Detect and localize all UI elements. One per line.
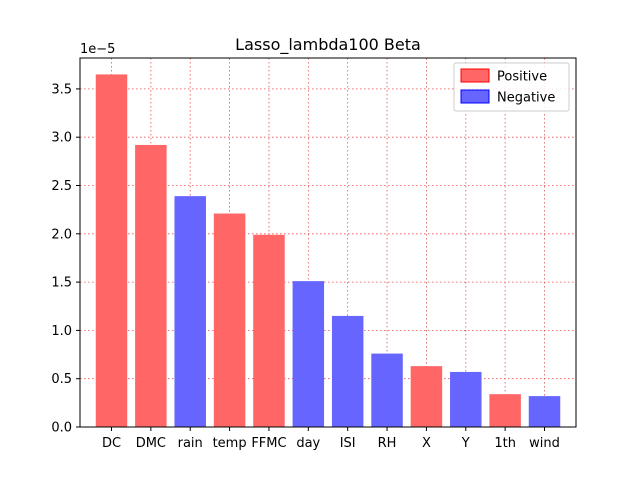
x-tick-label-y: Y — [461, 436, 470, 451]
chart-title: Lasso_lambda100 Beta — [235, 35, 421, 55]
bar-rh — [371, 353, 403, 427]
legend-swatch-negative — [460, 89, 490, 104]
bars-group — [95, 74, 561, 428]
y-tick-label: 0.0 — [51, 421, 72, 436]
bar-1th — [489, 394, 521, 427]
y-tick-label: 1.5 — [51, 276, 72, 291]
y-tick-label: 3.5 — [51, 82, 72, 97]
legend-swatch-positive — [460, 68, 490, 83]
axes — [79, 57, 577, 428]
bar-day — [292, 281, 325, 427]
x-tick-label-rain: rain — [178, 436, 203, 451]
axes-frame — [79, 57, 577, 428]
bar-dmc — [135, 144, 167, 427]
bar-y — [450, 371, 482, 427]
legend-label-positive: Positive — [497, 70, 547, 85]
y-tick-label: 0.5 — [51, 372, 72, 387]
bar-dc — [95, 74, 128, 428]
y-tick-label: 3.0 — [51, 131, 72, 146]
y-axis-offset-label: 1e−5 — [80, 42, 115, 57]
x-tick-label-1th: 1th — [494, 436, 516, 451]
bar-ffmc — [253, 234, 285, 427]
x-axis-ticks: DC DMC rain temp FFMC day ISI RH X Y 1th wind — [102, 427, 560, 451]
bar-isi — [331, 315, 364, 427]
y-tick-label: 1.0 — [51, 324, 72, 339]
x-tick-label-x: X — [422, 436, 431, 451]
x-tick-label-dc: DC — [102, 436, 121, 451]
y-axis-ticks: 0.0 0.5 1.0 1.5 2.0 2.5 3.0 3.5 — [51, 82, 80, 436]
x-tick-label-isi: ISI — [340, 436, 356, 451]
bar-wind — [528, 396, 561, 427]
x-tick-label-temp: temp — [213, 436, 247, 451]
x-tick-label-ffmc: FFMC — [251, 436, 286, 451]
bar-temp — [213, 213, 246, 427]
bar-x — [410, 366, 443, 427]
legend-label-negative: Negative — [497, 91, 555, 106]
legend: Positive Negative — [453, 62, 570, 112]
bar-rain — [174, 196, 206, 427]
x-tick-label-rh: RH — [378, 436, 397, 451]
x-tick-label-dmc: DMC — [136, 436, 166, 451]
x-tick-label-day: day — [296, 436, 320, 451]
y-tick-label: 2.5 — [51, 179, 72, 194]
x-tick-label-wind: wind — [529, 436, 560, 451]
y-tick-label: 2.0 — [51, 227, 72, 242]
